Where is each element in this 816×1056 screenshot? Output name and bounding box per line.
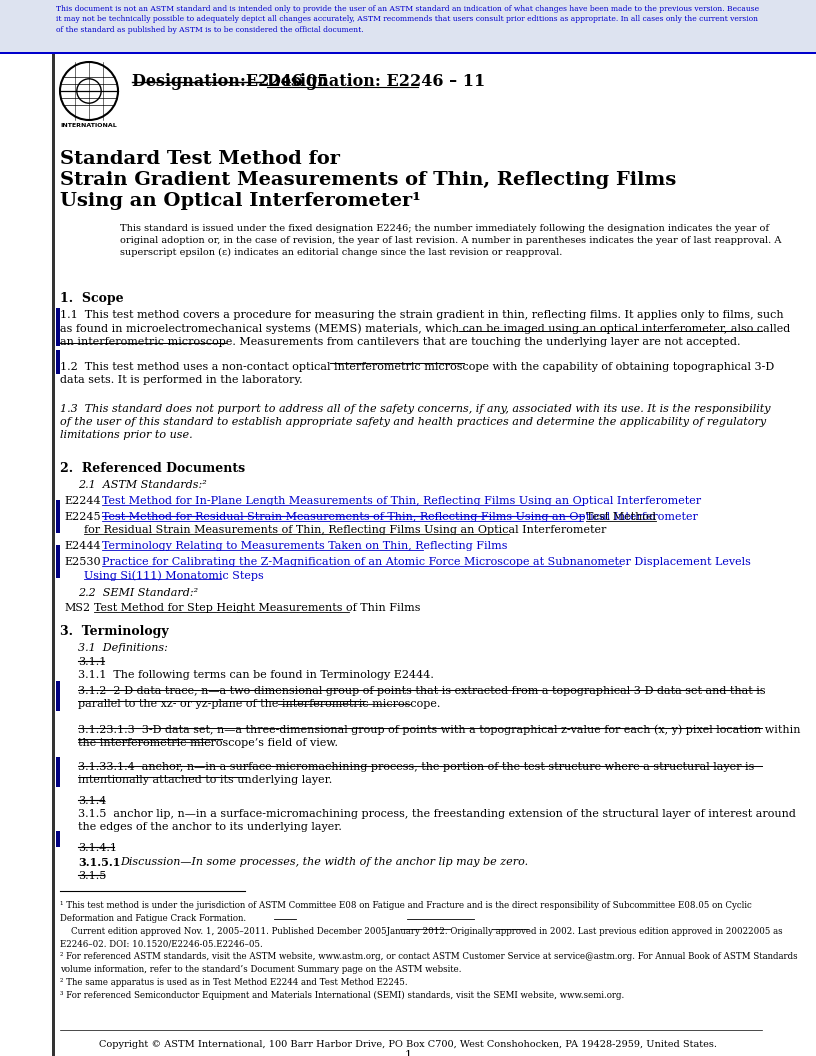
Text: 2.  Referenced Documents: 2. Referenced Documents — [60, 463, 245, 475]
Text: Practice for Calibrating the Z-Magnification of an Atomic Force Microscope at Su: Practice for Calibrating the Z-Magnifica… — [102, 557, 751, 567]
Text: MS2: MS2 — [64, 603, 90, 612]
Bar — [0, 0, 816, 52]
Text: Using an Optical Interferometer¹: Using an Optical Interferometer¹ — [60, 192, 421, 210]
Bar — [52, 54, 55, 1056]
Text: 3.1.4: 3.1.4 — [78, 796, 106, 806]
Text: Test Method: Test Method — [587, 512, 656, 522]
Text: E2244: E2244 — [64, 496, 100, 506]
Text: E2444: E2444 — [64, 541, 100, 551]
Text: 3.1.2  2-D data trace, n—a two-dimensional group of points that is extracted fro: 3.1.2 2-D data trace, n—a two-dimensiona… — [78, 686, 765, 710]
Text: Strain Gradient Measurements of Thin, Reflecting Films: Strain Gradient Measurements of Thin, Re… — [60, 171, 676, 189]
Text: 3.1.1  The following terms can be found in Terminology E2444.: 3.1.1 The following terms can be found i… — [78, 670, 434, 680]
Text: 3.1.23.1.3  3-D data set, n—a three-dimensional group of points with a topograph: 3.1.23.1.3 3-D data set, n—a three-dimen… — [78, 724, 800, 748]
Bar — [0, 52, 816, 54]
Text: Copyright © ASTM International, 100 Barr Harbor Drive, PO Box C700, West Conshoh: Copyright © ASTM International, 100 Barr… — [99, 1040, 717, 1049]
Bar — [56, 757, 60, 787]
Text: for Residual Strain Measurements of Thin, Reflecting Films Using an Optical Inte: for Residual Strain Measurements of Thin… — [84, 525, 606, 535]
Text: Designation: E2246 – 11: Designation: E2246 – 11 — [267, 74, 486, 91]
Text: Test Method for In-Plane Length Measurements of Thin, Reflecting Films Using an : Test Method for In-Plane Length Measurem… — [102, 496, 701, 506]
Bar — [56, 350, 60, 374]
Text: Using Si(111) Monatomic Steps: Using Si(111) Monatomic Steps — [84, 570, 264, 581]
Text: 3.  Terminology: 3. Terminology — [60, 625, 169, 638]
Text: Test Method for Step Height Measurements of Thin Films: Test Method for Step Height Measurements… — [94, 603, 420, 612]
Text: 3.1.1: 3.1.1 — [78, 657, 106, 667]
Text: 1.1  This test method covers a procedure for measuring the strain gradient in th: 1.1 This test method covers a procedure … — [60, 310, 790, 347]
Text: 3.1  Definitions:: 3.1 Definitions: — [78, 643, 168, 653]
Text: This standard is issued under the fixed designation E2246; the number immediatel: This standard is issued under the fixed … — [120, 224, 782, 257]
Text: 2.2  SEMI Standard:²: 2.2 SEMI Standard:² — [78, 588, 198, 598]
Bar — [56, 499, 60, 533]
Text: Discussion—In some processes, the width of the anchor lip may be zero.: Discussion—In some processes, the width … — [120, 857, 528, 867]
Text: 3.1.5.1: 3.1.5.1 — [78, 857, 121, 868]
Text: E2245: E2245 — [64, 512, 100, 522]
Text: E2530: E2530 — [64, 557, 100, 567]
Bar — [56, 681, 60, 711]
Text: Terminology Relating to Measurements Taken on Thin, Reflecting Films: Terminology Relating to Measurements Tak… — [102, 541, 508, 551]
Text: 3.1.4.1: 3.1.4.1 — [78, 843, 117, 853]
Text: Test Method for Residual Strain Measurements of Thin, Reflecting Films Using an : Test Method for Residual Strain Measurem… — [102, 512, 698, 522]
Text: 3.1.33.1.4  anchor, n—in a surface-micromachining process, the portion of the te: 3.1.33.1.4 anchor, n—in a surface-microm… — [78, 762, 754, 786]
Text: This document is not an ASTM standard and is intended only to provide the user o: This document is not an ASTM standard an… — [56, 5, 760, 34]
Bar — [56, 831, 60, 847]
Text: 3.1.5: 3.1.5 — [78, 871, 106, 881]
Text: ¹ This test method is under the jurisdiction of ASTM Committee E08 on Fatigue an: ¹ This test method is under the jurisdic… — [60, 901, 797, 1000]
Text: 1.  Scope: 1. Scope — [60, 293, 124, 305]
Text: 1.3  This standard does not purport to address all of the safety concerns, if an: 1.3 This standard does not purport to ad… — [60, 404, 770, 440]
Text: Standard Test Method for: Standard Test Method for — [60, 150, 340, 168]
Text: 3.1.5  anchor lip, n—in a surface-micromachining process, the freestanding exten: 3.1.5 anchor lip, n—in a surface-microma… — [78, 809, 796, 832]
Text: 1.2  This test method uses a non-contact optical interferometric microscope with: 1.2 This test method uses a non-contact … — [60, 362, 774, 385]
Text: INTERNATIONAL: INTERNATIONAL — [60, 122, 118, 128]
Text: Designation:E2246 05: Designation:E2246 05 — [132, 74, 328, 91]
Text: 2.1  ASTM Standards:²: 2.1 ASTM Standards:² — [78, 480, 206, 490]
Text: 1: 1 — [405, 1050, 411, 1056]
Bar — [56, 545, 60, 578]
Bar — [56, 308, 60, 346]
